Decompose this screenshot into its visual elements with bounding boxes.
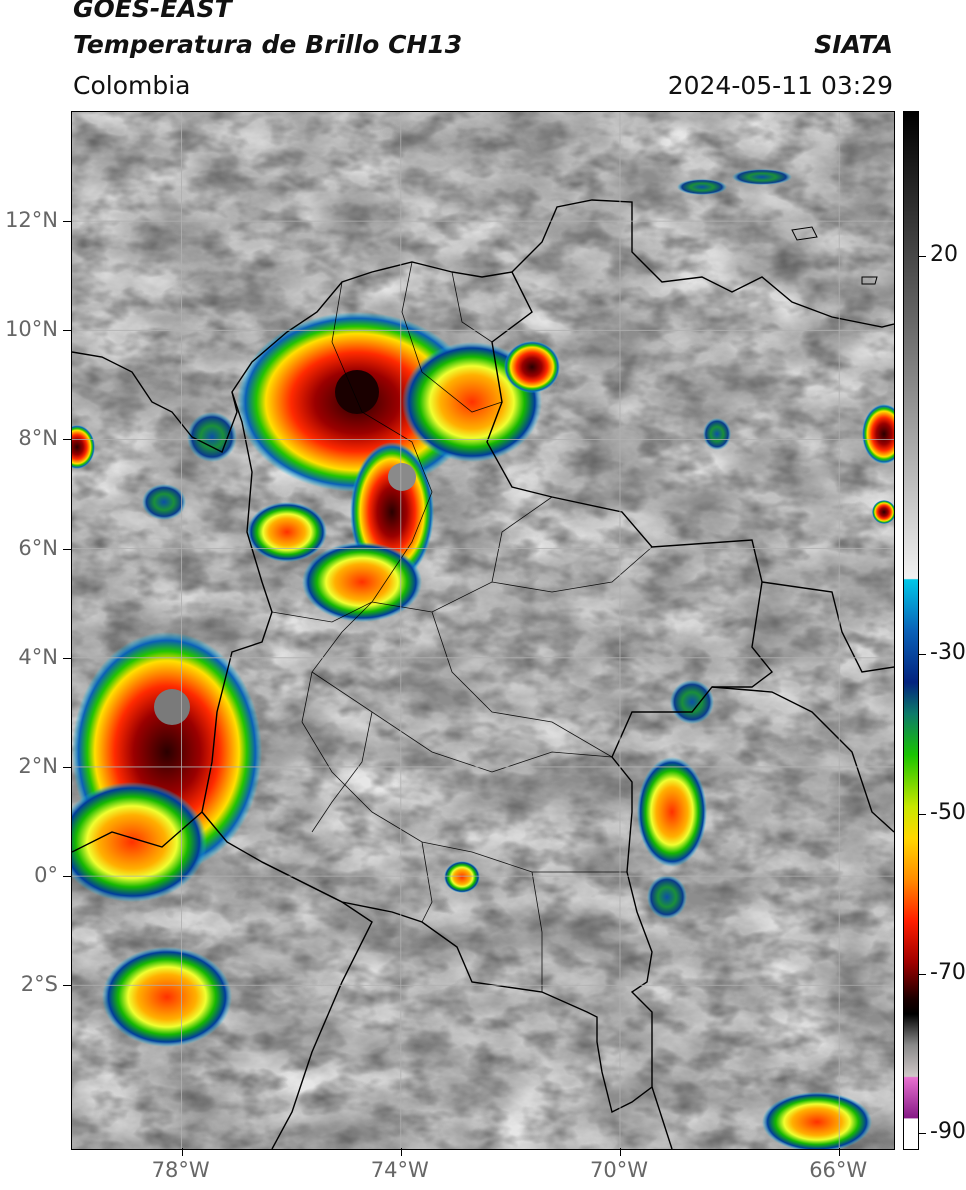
political-borders: [72, 199, 894, 1149]
colorbar-tick: [918, 1133, 926, 1135]
lat-tick-label: 8°N: [18, 426, 58, 451]
lon-tick: [400, 1148, 402, 1156]
organization-label: SIATA: [814, 30, 893, 59]
map-canvas: [72, 112, 894, 1149]
lon-tick-label: 74°W: [370, 1158, 429, 1182]
lat-tick-label: 12°N: [5, 208, 58, 233]
lon-tick-label: 70°W: [590, 1158, 648, 1182]
lat-tick: [63, 766, 71, 768]
lat-tick: [63, 548, 71, 550]
lat-tick-label: 6°N: [18, 535, 58, 560]
lat-tick: [63, 985, 71, 987]
colorbar-tick: [918, 255, 926, 257]
product-title: Temperatura de Brillo CH13: [73, 30, 463, 59]
colorbar-tick-label: -70: [930, 959, 966, 985]
lat-tick: [63, 330, 71, 332]
lon-tick-label: 78°W: [151, 1158, 210, 1182]
department-borders: [271, 261, 653, 992]
satellite-map[interactable]: [71, 111, 895, 1150]
lat-tick: [63, 657, 71, 659]
lat-tick-label: 2°S: [20, 972, 58, 997]
colorbar-tick: [918, 654, 926, 656]
lon-tick: [620, 1148, 621, 1156]
colorbar-tick-label: -90: [930, 1119, 966, 1145]
lon-tick-label: 66°W: [809, 1158, 868, 1182]
colorbar-tick-label: -30: [930, 640, 966, 666]
islands: [791, 226, 878, 285]
lat-tick: [63, 439, 71, 441]
colorbar-tick: [918, 813, 926, 815]
lat-tick-label: 10°N: [5, 317, 58, 342]
colorbar-tick: [918, 973, 926, 975]
lat-tick-label: 4°N: [18, 644, 58, 669]
datetime-label: 2024-05-11 03:29: [667, 71, 893, 100]
colorbar-tick-label: 20: [930, 241, 958, 267]
lat-tick-label: 0°: [34, 863, 58, 888]
lat-tick: [63, 876, 71, 878]
lon-tick: [839, 1148, 841, 1156]
graticule: [72, 112, 894, 1149]
region-label: Colombia: [73, 71, 191, 100]
lat-tick-label: 2°N: [18, 753, 58, 778]
satellite-title: GOES-EAST: [73, 0, 232, 23]
lat-tick: [63, 221, 71, 223]
colorbar: [903, 111, 919, 1150]
lon-tick: [181, 1148, 183, 1156]
colorbar-tick-label: -50: [930, 799, 966, 825]
